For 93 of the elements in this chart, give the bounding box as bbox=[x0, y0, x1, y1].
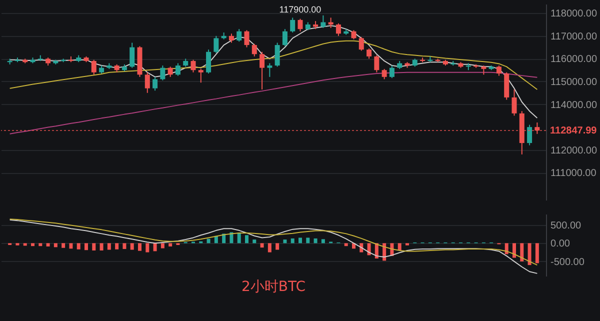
line-series bbox=[9, 218, 538, 266]
candlestick bbox=[336, 22, 341, 36]
y-tick-label: 118000.00 bbox=[550, 8, 598, 20]
line-series bbox=[9, 219, 538, 274]
candlestick bbox=[358, 36, 364, 52]
candlestick bbox=[160, 65, 166, 81]
candlestick bbox=[260, 51, 265, 90]
bar bbox=[168, 243, 172, 246]
y-tick-label: 117000.00 bbox=[550, 31, 598, 42]
candlestick bbox=[274, 42, 280, 68]
candlestick bbox=[130, 42, 135, 68]
candlestick bbox=[244, 30, 250, 48]
text: 2小时BTC bbox=[241, 279, 306, 295]
candlestick bbox=[328, 17, 334, 28]
candlestick bbox=[152, 76, 158, 92]
candlestick bbox=[252, 43, 257, 57]
y-tick-label: 115000.00 bbox=[550, 76, 598, 88]
candlestick bbox=[236, 28, 242, 42]
bar bbox=[252, 240, 256, 244]
bar bbox=[528, 243, 532, 266]
bar bbox=[69, 243, 73, 249]
y-tick-label: 111000.00 bbox=[550, 168, 597, 180]
y-tick-label: -500.00 bbox=[550, 256, 585, 268]
candlestick bbox=[175, 62, 180, 76]
bar bbox=[100, 243, 104, 250]
bar bbox=[268, 243, 272, 252]
y-tick-label: 114000.00 bbox=[550, 100, 598, 111]
bar bbox=[62, 243, 66, 248]
bar bbox=[298, 238, 302, 244]
bar bbox=[290, 238, 294, 244]
bar bbox=[84, 243, 88, 250]
bar bbox=[31, 243, 34, 246]
candlestick bbox=[527, 124, 532, 146]
candlestick bbox=[267, 62, 272, 78]
bar bbox=[23, 243, 27, 246]
candlestick bbox=[282, 28, 288, 47]
bar bbox=[230, 232, 234, 244]
bar bbox=[206, 238, 210, 244]
bar bbox=[512, 243, 516, 258]
bar bbox=[260, 243, 264, 248]
candlestick bbox=[214, 35, 219, 54]
bar bbox=[146, 243, 150, 252]
bar bbox=[107, 243, 111, 250]
candlestick bbox=[496, 65, 502, 76]
line-series bbox=[9, 40, 538, 90]
candlestick bbox=[228, 33, 234, 44]
bar bbox=[46, 243, 50, 246]
bar bbox=[122, 243, 126, 250]
bar bbox=[38, 243, 42, 246]
candlestick bbox=[366, 48, 372, 60]
bar bbox=[520, 243, 524, 262]
bar bbox=[153, 243, 157, 252]
bar bbox=[54, 243, 58, 248]
y-tick-label: 112000.00 bbox=[550, 145, 598, 156]
bar bbox=[535, 243, 539, 264]
bar bbox=[344, 243, 348, 246]
bar bbox=[160, 243, 164, 248]
bar bbox=[367, 243, 371, 256]
bar bbox=[245, 235, 248, 244]
ref-line-label: 112847.99 bbox=[550, 126, 598, 137]
candlestick bbox=[382, 68, 387, 80]
candlestick bbox=[504, 72, 510, 100]
y-tick-label: 116000.00 bbox=[550, 54, 598, 66]
bar bbox=[314, 238, 318, 244]
candlestick bbox=[512, 88, 517, 116]
candlestick bbox=[190, 59, 196, 73]
y-tick-label: 0.00 bbox=[550, 238, 570, 250]
bar bbox=[138, 243, 142, 251]
y-tick-label: 500.00 bbox=[550, 220, 582, 232]
bar bbox=[504, 243, 508, 254]
bar bbox=[306, 238, 310, 244]
bar bbox=[237, 232, 241, 244]
bar bbox=[92, 243, 96, 250]
bar bbox=[283, 240, 287, 244]
candlestick bbox=[290, 17, 296, 33]
candlestick bbox=[374, 54, 380, 73]
candlestick bbox=[91, 59, 96, 76]
candlestick bbox=[351, 30, 356, 40]
candlestick bbox=[168, 66, 173, 78]
annotation: 117900.00 bbox=[279, 4, 322, 14]
candlestick bbox=[298, 18, 303, 32]
bar bbox=[76, 243, 80, 250]
candlestick bbox=[144, 72, 150, 94]
bar bbox=[115, 243, 119, 250]
candlestick bbox=[320, 14, 326, 28]
bar bbox=[398, 243, 402, 250]
candlestick bbox=[389, 65, 394, 79]
bar bbox=[276, 243, 280, 250]
candlestick bbox=[481, 65, 486, 76]
candlestick bbox=[206, 49, 212, 74]
candlestick bbox=[198, 68, 204, 84]
bar bbox=[130, 243, 134, 250]
bar bbox=[321, 239, 325, 244]
